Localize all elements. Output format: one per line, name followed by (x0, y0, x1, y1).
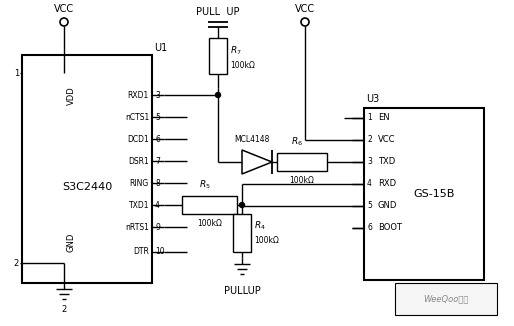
Text: $R_5$: $R_5$ (198, 179, 210, 191)
Text: VCC: VCC (54, 4, 74, 14)
Bar (277, 153, 327, 171)
Text: 2: 2 (14, 259, 19, 268)
Text: PULL  UP: PULL UP (196, 7, 240, 17)
Text: U3: U3 (366, 94, 379, 104)
Bar (22, 55, 152, 283)
Text: 10: 10 (155, 247, 164, 257)
Circle shape (240, 202, 245, 208)
Text: 2: 2 (61, 305, 67, 314)
Text: TXD: TXD (378, 157, 395, 167)
Text: VDD: VDD (67, 87, 76, 105)
Bar (209, 38, 227, 74)
Text: BOOT: BOOT (378, 224, 402, 232)
Bar (233, 214, 251, 252)
Text: 100kΩ: 100kΩ (230, 61, 255, 69)
Text: PULLUP: PULLUP (224, 286, 261, 296)
Text: RXD: RXD (378, 180, 396, 188)
Text: DCD1: DCD1 (127, 135, 149, 143)
Text: GS-15B: GS-15B (413, 189, 454, 199)
Text: 3: 3 (367, 157, 372, 167)
Text: 1: 1 (367, 113, 372, 123)
Text: 2: 2 (367, 136, 372, 144)
Text: 5: 5 (155, 112, 160, 122)
Text: GND: GND (378, 201, 397, 211)
Text: nRTS1: nRTS1 (125, 223, 149, 231)
Text: S3C2440: S3C2440 (62, 182, 112, 192)
Text: DSR1: DSR1 (128, 156, 149, 166)
Text: TXD1: TXD1 (128, 200, 149, 210)
Text: $R_6$: $R_6$ (291, 136, 303, 148)
Text: VCC: VCC (295, 4, 315, 14)
Text: VCC: VCC (378, 136, 395, 144)
Text: 5: 5 (367, 201, 372, 211)
Text: 6: 6 (155, 135, 160, 143)
Text: WeeQoo维库: WeeQoo维库 (424, 294, 469, 304)
Text: DTR: DTR (133, 247, 149, 257)
Text: MCL4148: MCL4148 (234, 135, 270, 144)
Text: 9: 9 (155, 223, 160, 231)
Bar (364, 108, 484, 280)
Bar (395, 283, 497, 315)
Text: 100kΩ: 100kΩ (254, 236, 279, 245)
Text: $R_4$: $R_4$ (254, 219, 266, 232)
Text: 1: 1 (14, 68, 19, 78)
Text: 6: 6 (367, 224, 372, 232)
Text: GND: GND (67, 232, 76, 252)
Text: 100kΩ: 100kΩ (289, 176, 315, 185)
Circle shape (215, 93, 221, 97)
Text: 100kΩ: 100kΩ (197, 219, 222, 228)
Text: U1: U1 (154, 43, 167, 53)
Text: RXD1: RXD1 (128, 91, 149, 99)
Text: 3: 3 (155, 91, 160, 99)
Text: 7: 7 (155, 156, 160, 166)
Text: 4: 4 (367, 180, 372, 188)
Text: $R_7$: $R_7$ (230, 44, 242, 57)
Text: 8: 8 (155, 179, 160, 187)
Text: 4: 4 (155, 200, 160, 210)
Text: EN: EN (378, 113, 390, 123)
Text: nCTS1: nCTS1 (125, 112, 149, 122)
Text: RING: RING (130, 179, 149, 187)
Bar (182, 196, 237, 214)
